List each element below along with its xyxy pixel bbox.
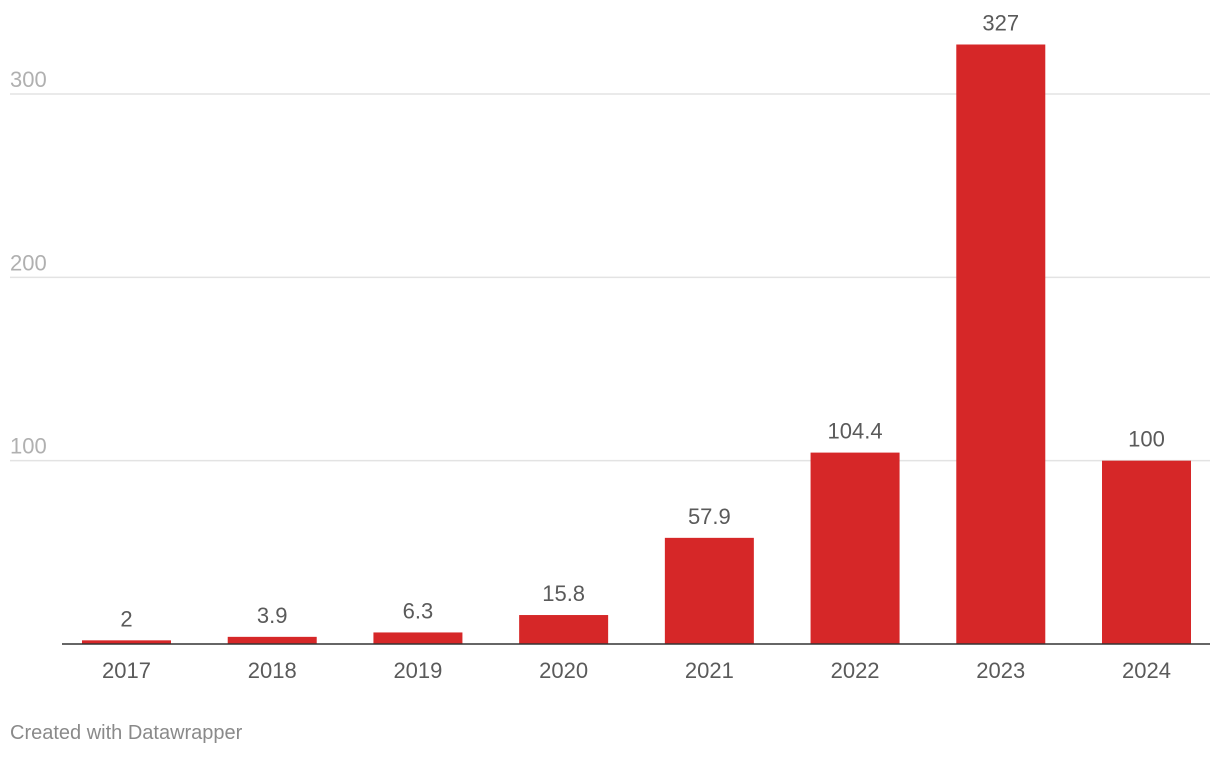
x-tick-label-2018: 2018 (248, 658, 297, 683)
bar-2023 (956, 44, 1046, 644)
value-label-2018: 3.9 (257, 603, 288, 628)
bars (82, 44, 1191, 644)
bar-2017 (82, 640, 171, 644)
x-tick-label-2020: 2020 (539, 658, 588, 683)
value-label-2017: 2 (120, 606, 132, 631)
x-tick-label-2019: 2019 (393, 658, 442, 683)
x-tick-label-2022: 2022 (831, 658, 880, 683)
bar-2019 (373, 632, 463, 644)
value-label-2021: 57.9 (688, 504, 731, 529)
x-tick-label-2021: 2021 (685, 658, 734, 683)
bar-2020 (519, 615, 609, 644)
value-label-2020: 15.8 (542, 581, 585, 606)
value-label-2022: 104.4 (828, 419, 883, 444)
x-axis-tick-labels: 2017 2018 2019 2020 2021 2022 2023 2024 (102, 658, 1171, 683)
bar-2021 (664, 537, 754, 644)
bar-2018 (227, 636, 317, 644)
bar-value-labels: 2 3.9 6.3 15.8 57.9 104.4 327 100 (120, 11, 1164, 632)
y-axis-tick-labels: 100 200 300 (10, 67, 47, 459)
bar-2022 (810, 452, 900, 644)
y-tick-label-200: 200 (10, 250, 47, 275)
value-label-2023: 327 (982, 11, 1019, 36)
x-tick-label-2024: 2024 (1122, 658, 1171, 683)
x-tick-label-2017: 2017 (102, 658, 151, 683)
y-tick-label-100: 100 (10, 434, 47, 459)
bar-2024 (1102, 460, 1191, 644)
value-label-2024: 100 (1128, 427, 1165, 452)
credit-text: Created with Datawrapper (10, 722, 243, 744)
y-tick-label-300: 300 (10, 67, 47, 92)
x-tick-label-2023: 2023 (976, 658, 1025, 683)
value-label-2019: 6.3 (403, 598, 434, 623)
